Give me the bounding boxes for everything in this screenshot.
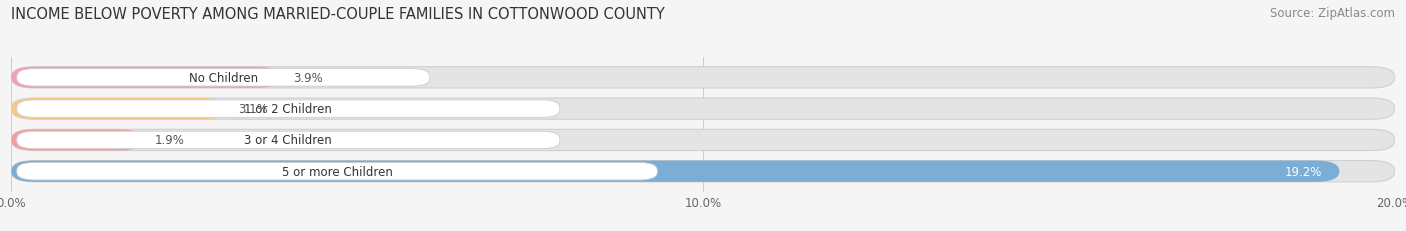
FancyBboxPatch shape [11,161,1395,182]
FancyBboxPatch shape [11,130,142,151]
Text: Source: ZipAtlas.com: Source: ZipAtlas.com [1270,7,1395,20]
Text: 5 or more Children: 5 or more Children [281,165,392,178]
Text: 19.2%: 19.2% [1285,165,1322,178]
FancyBboxPatch shape [11,99,1395,120]
FancyBboxPatch shape [11,130,1395,151]
FancyBboxPatch shape [11,161,1340,182]
FancyBboxPatch shape [17,100,560,118]
Text: INCOME BELOW POVERTY AMONG MARRIED-COUPLE FAMILIES IN COTTONWOOD COUNTY: INCOME BELOW POVERTY AMONG MARRIED-COUPL… [11,7,665,22]
Text: 1.9%: 1.9% [155,134,186,147]
FancyBboxPatch shape [17,132,560,149]
FancyBboxPatch shape [11,67,281,89]
FancyBboxPatch shape [11,67,1395,89]
Text: 1 or 2 Children: 1 or 2 Children [245,103,332,116]
FancyBboxPatch shape [11,99,226,120]
Text: No Children: No Children [188,72,257,85]
Text: 3.1%: 3.1% [238,103,269,116]
Text: 3 or 4 Children: 3 or 4 Children [245,134,332,147]
Text: 3.9%: 3.9% [294,72,323,85]
FancyBboxPatch shape [17,163,658,180]
FancyBboxPatch shape [17,69,430,87]
